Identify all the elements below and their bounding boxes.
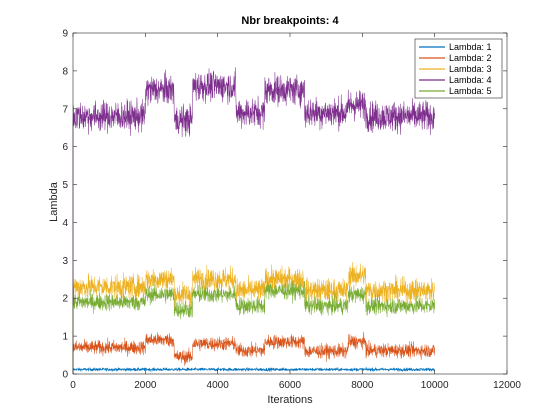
- legend-entry: Lambda: 2: [449, 53, 492, 63]
- y-tick-label: 1: [62, 332, 68, 343]
- series-line-1: [72, 366, 435, 374]
- y-tick-label: 3: [62, 256, 68, 267]
- y-tick-label: 0: [62, 370, 68, 381]
- x-tick-label: 6000: [279, 380, 302, 391]
- x-tick-label: 8000: [351, 380, 374, 391]
- x-tick-label: 10000: [421, 380, 449, 391]
- y-tick-label: 5: [62, 180, 68, 191]
- legend-entry: Lambda: 1: [449, 42, 492, 52]
- y-tick-label: 6: [62, 142, 68, 153]
- y-tick-label: 2: [62, 294, 68, 305]
- x-tick-label: 2000: [134, 380, 157, 391]
- x-tick-label: 4000: [207, 380, 230, 391]
- series-line-2: [72, 331, 435, 374]
- x-tick-label: 0: [70, 380, 76, 391]
- y-tick-label: 7: [62, 104, 68, 115]
- legend-entry: Lambda: 3: [449, 64, 492, 74]
- y-axis: 0 1 2 3 4 5 6 7 8 9: [62, 29, 507, 381]
- x-tick-label: 12000: [493, 380, 521, 391]
- y-tick-label: 8: [62, 66, 68, 77]
- series-line-4: [72, 67, 435, 374]
- series-line-5: [72, 279, 435, 374]
- y-tick-label: 9: [62, 29, 68, 40]
- x-axis-label: Iterations: [267, 394, 313, 406]
- legend-entry: Lambda: 5: [449, 86, 492, 96]
- y-axis-label: Lambda: [48, 181, 60, 222]
- chart-title: Nbr breakpoints: 4: [241, 15, 339, 27]
- x-axis: 0 2000 4000 6000 8000 10000 12000: [70, 33, 521, 391]
- y-tick-label: 4: [62, 218, 68, 229]
- legend-entry: Lambda: 4: [449, 75, 492, 85]
- series-line-3: [72, 261, 435, 374]
- series-layer: [72, 67, 435, 374]
